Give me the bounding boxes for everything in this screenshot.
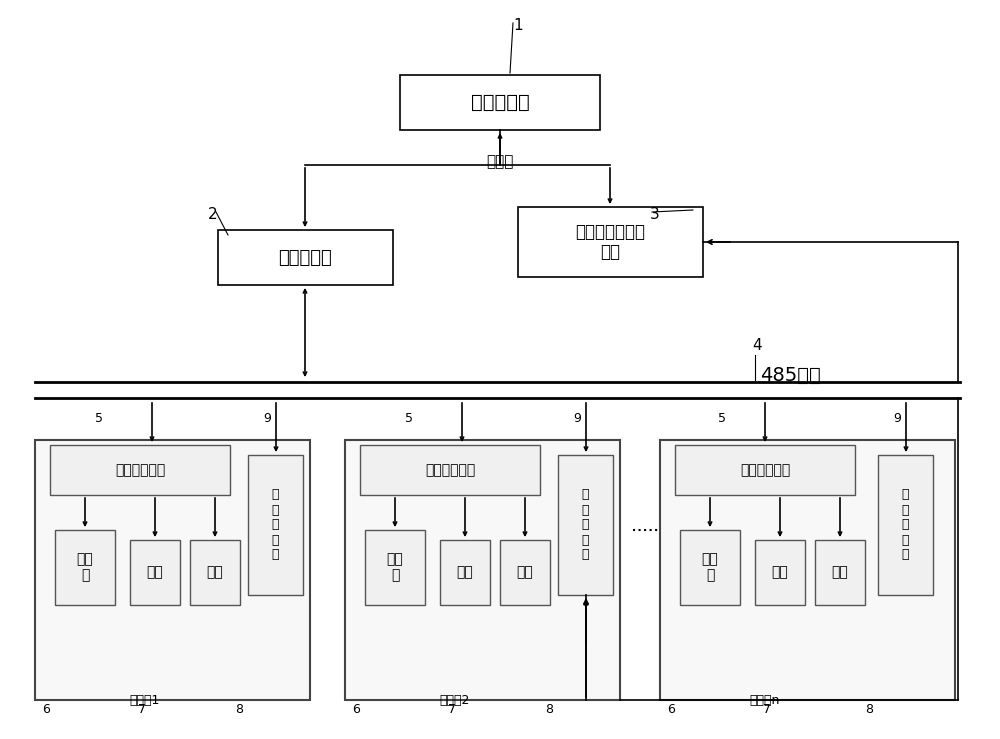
Bar	[815, 540, 865, 605]
Bar	[130, 540, 180, 605]
Bar	[518, 207, 703, 277]
Text: 8: 8	[865, 703, 873, 716]
Bar	[218, 230, 393, 285]
Text: 温湿
度: 温湿 度	[77, 552, 93, 582]
Text: 液位: 液位	[772, 565, 788, 579]
Text: 9: 9	[263, 412, 271, 425]
Text: 监
控
摄
像
头: 监 控 摄 像 头	[902, 488, 909, 562]
Text: 监
控
摄
像
头: 监 控 摄 像 头	[582, 488, 589, 562]
Bar	[400, 75, 600, 130]
Bar	[440, 540, 490, 605]
Text: 3: 3	[650, 207, 660, 222]
Text: 烟感: 烟感	[207, 565, 223, 579]
Text: 7: 7	[138, 703, 146, 716]
Bar	[558, 455, 613, 595]
Text: 1: 1	[513, 18, 523, 33]
Text: 烟感: 烟感	[517, 565, 533, 579]
Bar	[190, 540, 240, 605]
Bar	[500, 540, 550, 605]
Bar	[680, 530, 740, 605]
Text: 信息采集单元: 信息采集单元	[425, 463, 475, 477]
Text: 6: 6	[667, 703, 675, 716]
Text: 液位: 液位	[457, 565, 473, 579]
Text: 6: 6	[42, 703, 50, 716]
Text: 温湿
度: 温湿 度	[702, 552, 718, 582]
Text: 监控点2: 监控点2	[440, 695, 470, 707]
Bar	[878, 455, 933, 595]
Bar	[365, 530, 425, 605]
Text: 信息采集单元: 信息采集单元	[115, 463, 165, 477]
Text: 液位: 液位	[147, 565, 163, 579]
Text: 监控点1: 监控点1	[130, 695, 160, 707]
Text: 5: 5	[95, 412, 103, 425]
Text: 7: 7	[448, 703, 456, 716]
Bar	[660, 440, 955, 700]
Text: 485总线: 485总线	[760, 366, 821, 384]
Bar	[55, 530, 115, 605]
Text: 5: 5	[405, 412, 413, 425]
Text: 4: 4	[752, 338, 762, 353]
Text: 2: 2	[208, 207, 218, 222]
Bar	[248, 455, 303, 595]
Text: 本地工作站: 本地工作站	[278, 248, 332, 267]
Text: 9: 9	[573, 412, 581, 425]
Text: 应用服务器: 应用服务器	[471, 93, 529, 112]
Text: 5: 5	[718, 412, 726, 425]
Text: 温湿
度: 温湿 度	[387, 552, 403, 582]
Bar	[675, 445, 855, 495]
Text: 8: 8	[545, 703, 553, 716]
Bar	[35, 440, 310, 700]
Text: 以太网: 以太网	[486, 154, 514, 169]
Text: 6: 6	[352, 703, 360, 716]
Bar	[755, 540, 805, 605]
Bar	[360, 445, 540, 495]
Text: 信息采集单元: 信息采集单元	[740, 463, 790, 477]
Bar	[50, 445, 230, 495]
Text: 9: 9	[893, 412, 901, 425]
Text: 8: 8	[235, 703, 243, 716]
Text: 烟感: 烟感	[832, 565, 848, 579]
Text: 监控录像硬盘服
务器: 监控录像硬盘服 务器	[575, 222, 645, 262]
Text: 监控点n: 监控点n	[750, 695, 780, 707]
Bar	[345, 440, 620, 700]
Text: 7: 7	[763, 703, 771, 716]
Text: 监
控
摄
像
头: 监 控 摄 像 头	[272, 488, 279, 562]
